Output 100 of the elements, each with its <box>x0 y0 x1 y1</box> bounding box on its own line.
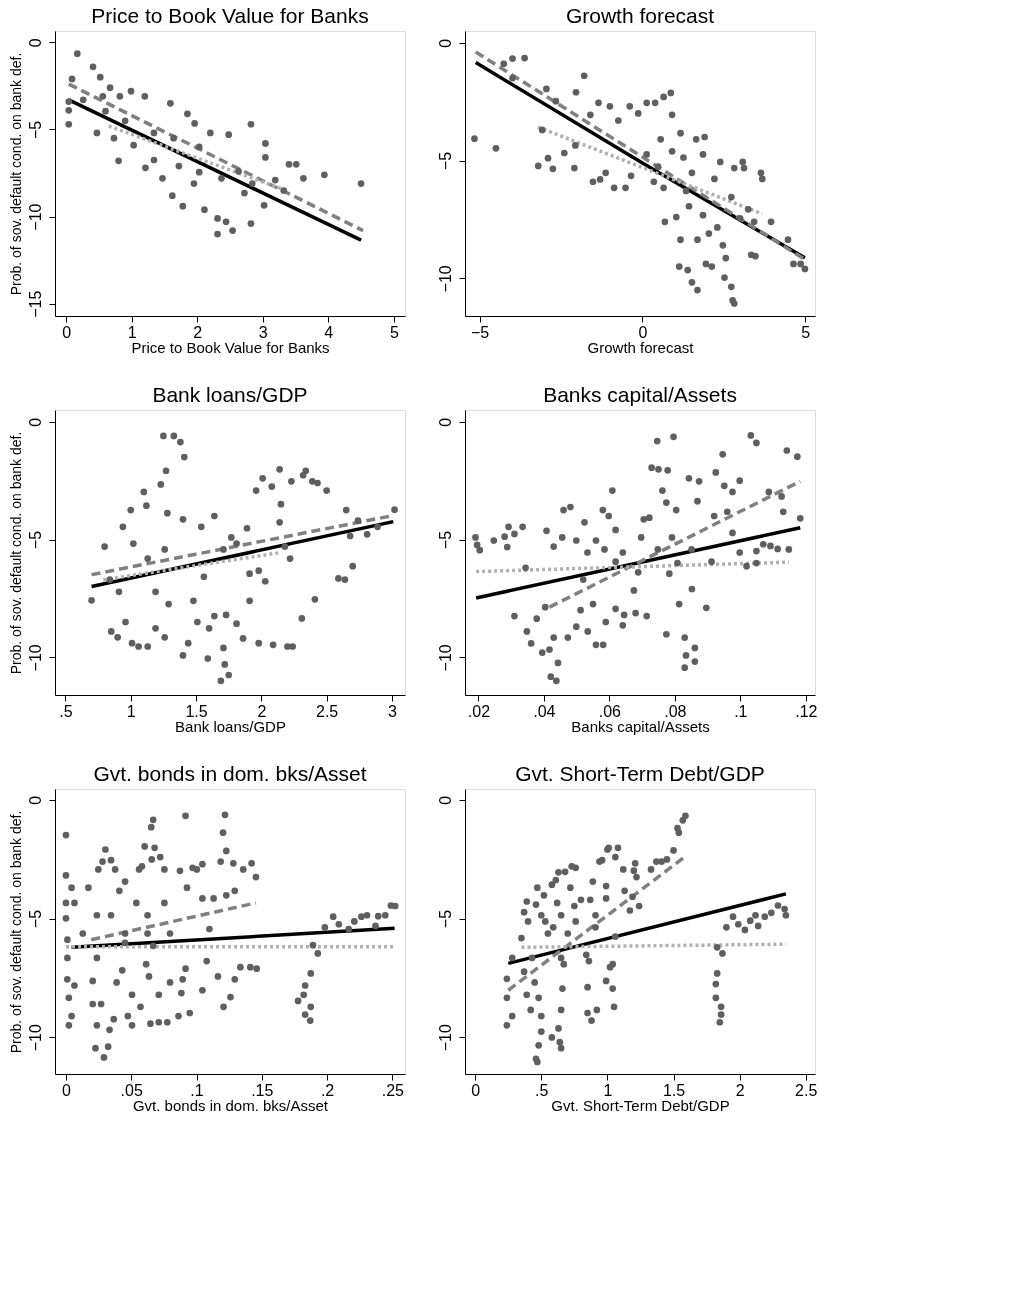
x-tick-label: .1 <box>190 1081 204 1099</box>
y-axis-title: Prob. of sov. default cond. on bank def. <box>7 52 24 296</box>
chart-title: Gvt. Short-Term Debt/GDP <box>515 762 765 785</box>
y-tick-label: 0 <box>436 417 454 427</box>
x-tick-label: .2 <box>320 1081 335 1099</box>
x-tick-label: .5 <box>59 702 73 720</box>
point <box>142 164 149 172</box>
y-tick-label: −5 <box>26 909 44 929</box>
point <box>115 157 122 165</box>
point <box>357 180 365 187</box>
y-tick-label: 0 <box>26 417 44 427</box>
x-tick-label: .06 <box>598 702 622 720</box>
point <box>150 129 158 137</box>
point <box>235 167 242 175</box>
point <box>241 189 248 197</box>
point <box>116 93 124 100</box>
point <box>247 220 255 227</box>
chart-title: Bank loans/GDP <box>152 383 308 406</box>
point <box>150 156 158 164</box>
y-tick-label: −10 <box>436 1024 454 1052</box>
x-tick-label: 0 <box>638 323 648 341</box>
point <box>65 120 73 128</box>
point <box>96 73 104 81</box>
point <box>222 218 230 226</box>
x-tick-label: 2.5 <box>316 702 339 720</box>
y-tick-label: −10 <box>436 644 454 672</box>
x-tick-label: .12 <box>795 702 818 720</box>
point <box>271 176 279 184</box>
point <box>195 168 203 176</box>
point <box>102 107 109 115</box>
point <box>65 98 73 105</box>
x-tick-label: 3 <box>258 323 268 341</box>
point <box>141 93 149 100</box>
point <box>121 117 129 125</box>
x-tick-label: 5 <box>389 323 399 341</box>
point <box>206 129 214 137</box>
point <box>195 143 203 151</box>
x-tick-label: .05 <box>120 1081 143 1099</box>
x-tick-label: 2 <box>735 1081 745 1099</box>
y-axis-title: Prob. of sov. default cond. on bank def. <box>7 431 24 675</box>
point <box>73 50 81 58</box>
point <box>130 141 138 149</box>
chart-title: Gvt. bonds in dom. bks/Asset <box>93 762 367 785</box>
point <box>99 93 107 100</box>
point <box>68 75 76 83</box>
x-tick-label: .5 <box>535 1081 549 1099</box>
chart-title: Banks capital/Assets <box>543 383 737 406</box>
point <box>191 120 198 127</box>
point <box>248 180 256 187</box>
point <box>167 99 174 107</box>
y-tick-label: −15 <box>26 290 44 318</box>
point <box>79 96 87 104</box>
point <box>280 187 288 194</box>
x-tick-label: .08 <box>664 702 687 720</box>
x-tick-label: .04 <box>533 702 556 720</box>
y-tick-label: −10 <box>26 203 44 231</box>
x-tick-label: 3 <box>387 702 397 720</box>
point <box>170 134 177 142</box>
x-axis-title: Gvt. bonds in dom. bks/Asset <box>132 1096 329 1114</box>
point <box>214 230 221 238</box>
x-tick-label: 5 <box>801 323 811 341</box>
point <box>65 106 73 114</box>
point <box>106 84 114 91</box>
x-tick-label: 0 <box>62 1081 72 1099</box>
point <box>179 202 187 210</box>
x-axis-title: Price to Book Value for Banks <box>131 338 330 356</box>
y-tick-label: −5 <box>436 151 454 171</box>
x-tick-label: 1 <box>126 702 136 720</box>
y-tick-label: −5 <box>436 909 454 929</box>
chart-title: Growth forecast <box>565 4 715 27</box>
point <box>262 154 269 161</box>
x-tick-label: 1.5 <box>662 1081 686 1099</box>
point <box>321 171 328 179</box>
point <box>218 174 225 182</box>
x-axis-title: Bank loans/GDP <box>175 717 286 735</box>
x-tick-label: 0 <box>471 1081 481 1099</box>
point <box>292 161 300 168</box>
y-tick-label: 0 <box>26 38 44 48</box>
point <box>300 174 307 182</box>
y-tick-label: −5 <box>26 530 44 550</box>
point <box>110 134 118 142</box>
x-axis-title: Growth forecast <box>587 338 695 356</box>
point <box>229 227 236 234</box>
point <box>127 87 135 95</box>
point <box>168 192 176 200</box>
x-tick-label: .1 <box>734 702 748 720</box>
point <box>247 120 255 128</box>
x-tick-label: 2 <box>193 323 203 341</box>
y-axis-title: Prob. of sov. default cond. on bank def. <box>7 810 24 1054</box>
y-tick-label: 0 <box>26 795 44 805</box>
y-tick-label: −10 <box>26 1024 44 1052</box>
point <box>184 110 191 118</box>
x-tick-label: −5 <box>471 323 490 341</box>
y-tick-label: −5 <box>436 530 454 550</box>
x-tick-label: 2 <box>257 702 267 720</box>
x-tick-label: .02 <box>467 702 491 720</box>
point <box>260 201 268 209</box>
point <box>214 215 221 222</box>
x-tick-label: 1 <box>603 1081 613 1099</box>
point <box>93 129 101 137</box>
